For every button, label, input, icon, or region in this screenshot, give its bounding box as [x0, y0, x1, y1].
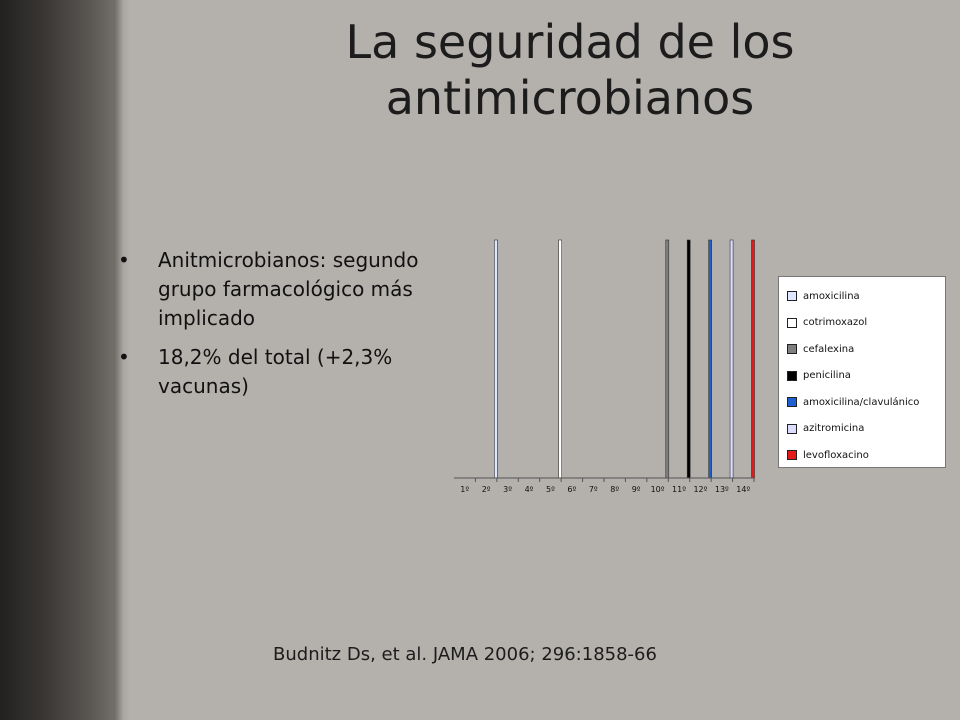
legend-swatch	[787, 450, 797, 461]
chart-bars	[494, 239, 755, 479]
chart-legend: amoxicilina cotrimoxazol cefalexina penicil…	[778, 276, 946, 468]
x-tick-label: 8º	[610, 485, 619, 494]
legend-swatch	[787, 423, 797, 434]
legend-item: azitromicina	[787, 416, 939, 443]
x-tick-label: 5º	[546, 485, 555, 494]
legend-swatch	[787, 291, 797, 302]
title-line-1: La seguridad de los	[345, 15, 795, 69]
legend-label: amoxicilina	[803, 290, 860, 302]
legend-swatch	[787, 344, 797, 355]
x-tick-label: 14º	[736, 485, 750, 494]
bar-azitromicina	[729, 239, 734, 479]
x-tick-label: 12º	[693, 485, 707, 494]
legend-item: penicilina	[787, 363, 939, 390]
legend-label: amoxicilina/clavulánico	[803, 396, 920, 408]
side-decoration-bar	[0, 0, 130, 720]
legend-item: cotrimoxazol	[787, 310, 939, 337]
legend-item: cefalexina	[787, 336, 939, 363]
legend-label: penicilina	[803, 370, 851, 382]
title-line-2: antimicrobianos	[385, 71, 755, 125]
x-tick-label: 13º	[715, 485, 729, 494]
x-tick-label: 6º	[567, 485, 576, 494]
x-tick-label: 10º	[651, 485, 665, 494]
legend-item: amoxicilina/clavulánico	[787, 389, 939, 416]
x-tick-label: 9º	[632, 485, 641, 494]
legend-label: levofloxacino	[803, 449, 869, 461]
legend-label: cefalexina	[803, 343, 855, 355]
legend-item: levofloxacino	[787, 442, 939, 469]
ranking-bar-chart: 1º 2º 3º 4º 5º 6º 7º 8º 9º 10º 11º 12º 13º 14º	[454, 239, 755, 494]
page-title: La seguridad de los antimicrobianos	[200, 14, 940, 126]
x-axis-tick-labels: 1º 2º 3º 4º 5º 6º 7º 8º 9º 10º 11º 12º 13º 14º	[460, 485, 750, 494]
citation: Budnitz Ds, et al. JAMA 2006; 296:1858-6…	[273, 644, 657, 665]
x-tick-label: 1º	[460, 485, 469, 494]
bullet-list: Anitmicrobianos: segundo grupo farmacoló…	[118, 246, 458, 411]
bullet-item: 18,2% del total (+2,3% vacunas)	[118, 343, 458, 401]
x-axis-ticks	[474, 478, 755, 482]
bar-cotrimoxazol	[558, 239, 562, 479]
legend-item: amoxicilina	[787, 283, 939, 310]
x-tick-label: 11º	[672, 485, 686, 494]
x-tick-label: 4º	[525, 485, 534, 494]
x-tick-label: 7º	[589, 485, 598, 494]
legend-label: azitromicina	[803, 423, 865, 435]
legend-swatch	[787, 397, 797, 408]
legend-label: cotrimoxazol	[803, 317, 868, 329]
bar-levofloxacino	[751, 239, 755, 479]
bullet-item: Anitmicrobianos: segundo grupo farmacoló…	[118, 246, 458, 333]
x-tick-label: 2º	[482, 485, 491, 494]
x-tick-label: 3º	[503, 485, 512, 494]
legend-swatch	[787, 370, 797, 381]
legend-swatch	[787, 317, 797, 328]
bar-penicilina	[686, 239, 691, 479]
bar-cefalexina	[665, 239, 670, 479]
bar-amoxicilina	[494, 239, 498, 479]
bar-amoxicilina-clavul-nico	[708, 239, 712, 479]
